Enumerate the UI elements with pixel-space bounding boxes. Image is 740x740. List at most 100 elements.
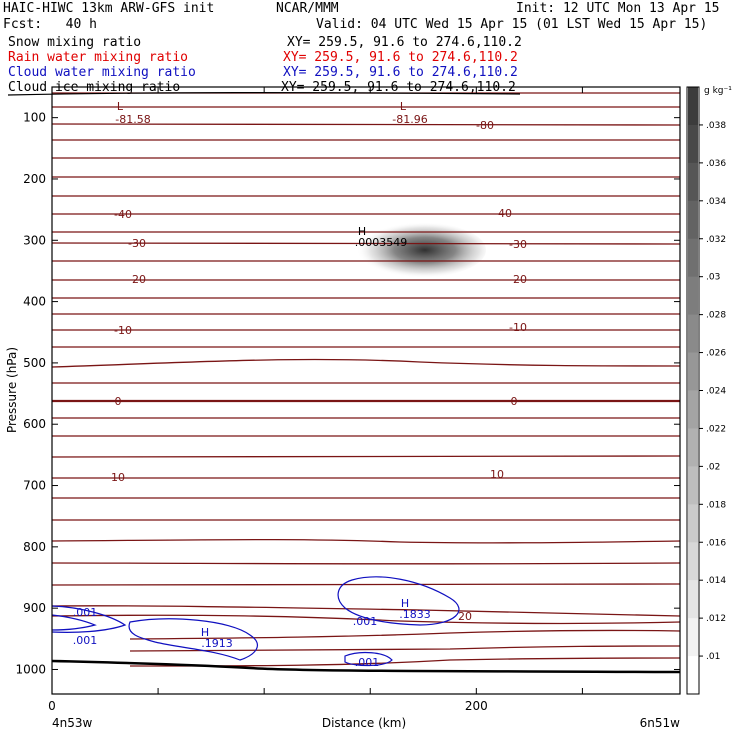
colorbar-label: .03 — [706, 273, 720, 283]
field-snow-xy: XY= 259.5, 91.6 to 274.6,110.2 — [287, 35, 522, 50]
field-cloudwater-name: Cloud water mixing ratio — [8, 65, 196, 80]
snow-max-symbol: H — [358, 225, 366, 238]
temp-label: -10 — [509, 321, 527, 334]
temp-contour — [129, 629, 681, 640]
cloud-water-contour — [51, 614, 97, 631]
y-tick-label: 800 — [23, 540, 46, 554]
field-rain-xy: XY= 259.5, 91.6 to 274.6,110.2 — [283, 50, 518, 65]
colorbar-label: .032 — [706, 235, 726, 245]
colorbar-swatch — [688, 504, 698, 543]
x-tick-label: 0 — [48, 699, 56, 713]
colorbar-swatch — [688, 390, 698, 429]
x-axis-label: Distance (km) — [322, 716, 406, 730]
colorbar-swatch — [688, 124, 698, 164]
y-tick-label: 700 — [23, 479, 46, 493]
temp-contour — [51, 123, 681, 126]
colorbar-label: .02 — [706, 462, 720, 472]
cloud-water-contour — [128, 618, 258, 661]
colorbar-swatch — [688, 314, 698, 354]
temp-label: -80 — [476, 119, 494, 132]
colorbar-swatch — [688, 276, 698, 316]
temp-contour — [51, 242, 681, 245]
temp-contour — [51, 605, 681, 617]
terrain-line — [51, 659, 681, 674]
temp-contour — [51, 614, 681, 625]
colorbar-swatch — [688, 618, 698, 657]
colorbar-swatch — [688, 656, 698, 695]
colorbar-swatch — [688, 162, 698, 202]
x-right-endpoint: 6n51w — [640, 716, 681, 730]
field-rain-name: Rain water mixing ratio — [8, 50, 189, 65]
cloud-water-max-value: .1913 — [201, 637, 233, 650]
colorbar-label: .012 — [706, 614, 726, 624]
colorbar-swatch — [688, 428, 698, 467]
temp-contour — [129, 645, 681, 652]
cloud-water-label: .001 — [73, 606, 98, 619]
cloud-water-contour — [344, 651, 393, 667]
low-center-value: -81.96 — [392, 113, 427, 126]
cloud-water-max-symbol: H — [201, 626, 209, 639]
org-label: NCAR/MMM — [276, 1, 339, 16]
colorbar-label: .038 — [706, 121, 726, 131]
temp-label: -40 — [494, 207, 512, 220]
temp-label: -40 — [114, 208, 132, 221]
temp-label: 0 — [115, 395, 122, 408]
forecast-hour: Fcst: 40 h — [3, 17, 97, 32]
cloud-water-contour — [51, 605, 127, 633]
colorbar-label: .014 — [706, 576, 726, 586]
cloud-water-max-value: .1833 — [399, 608, 431, 621]
temp-label: -20 — [509, 273, 527, 286]
temp-label: -20 — [128, 273, 146, 286]
temp-contour — [51, 583, 681, 586]
snow-max-value: .0003549 — [355, 236, 408, 249]
y-tick-label: 900 — [23, 601, 46, 615]
field-snow-name: Snow mixing ratio — [8, 35, 142, 50]
colorbar: g kg⁻¹ .038 .036 .034 .032 .03 .028 .026 .024 .0… — [686, 86, 732, 695]
x-tick-label: 200 — [465, 699, 488, 713]
colorbar-label: .026 — [706, 349, 726, 359]
valid-time: Valid: 04 UTC Wed 15 Apr 15 (01 LST Wed … — [316, 17, 708, 32]
temp-label: 0 — [511, 395, 518, 408]
cloud-water-max-symbol: H — [401, 597, 409, 610]
low-center-value: -81.58 — [115, 113, 150, 126]
colorbar-label: .036 — [706, 159, 726, 169]
colorbar-swatch — [688, 238, 698, 278]
temp-label: -30 — [128, 237, 146, 250]
temp-label: 10 — [490, 468, 504, 481]
colorbar-label: .028 — [706, 311, 726, 321]
init-time: Init: 12 UTC Mon 13 Apr 15 — [516, 1, 720, 16]
temp-label: -10 — [114, 324, 132, 337]
temp-label: 10 — [111, 471, 125, 484]
low-center-symbol: L — [400, 100, 407, 113]
y-axis-label: Pressure (hPa) — [5, 347, 19, 433]
snow-shading-max — [350, 222, 486, 278]
cloud-water-label: .001 — [353, 615, 378, 628]
temp-contour — [51, 358, 681, 368]
colorbar-swatch — [688, 87, 698, 126]
colorbar-label: .034 — [706, 197, 726, 207]
y-tick-label: 300 — [23, 233, 46, 247]
colorbar-swatch — [688, 580, 698, 619]
colorbar-unit-label: g kg⁻¹ — [704, 86, 732, 96]
y-tick-label: 500 — [23, 356, 46, 370]
colorbar-label: .018 — [706, 500, 726, 510]
y-tick-label: 400 — [23, 295, 46, 309]
colorbar-label: .01 — [706, 652, 720, 662]
temp-contour — [51, 455, 681, 458]
temp-label: 20 — [458, 610, 472, 623]
colorbar-swatch — [688, 466, 698, 505]
colorbar-swatch — [688, 542, 698, 581]
cloud-ice-contour — [7, 92, 521, 96]
y-tick-label: 100 — [23, 111, 46, 125]
cloud-water-label: .001 — [355, 656, 380, 669]
y-tick-label: 600 — [23, 417, 46, 431]
cloud-water-label: .001 — [73, 634, 98, 647]
y-tick-label: 200 — [23, 172, 46, 186]
colorbar-frame — [686, 86, 700, 695]
temp-label: -30 — [509, 238, 527, 251]
colorbar-label: .022 — [706, 424, 726, 434]
temp-contour — [51, 538, 681, 544]
field-cloudwater-xy: XY= 259.5, 91.6 to 274.6,110.2 — [283, 65, 518, 80]
